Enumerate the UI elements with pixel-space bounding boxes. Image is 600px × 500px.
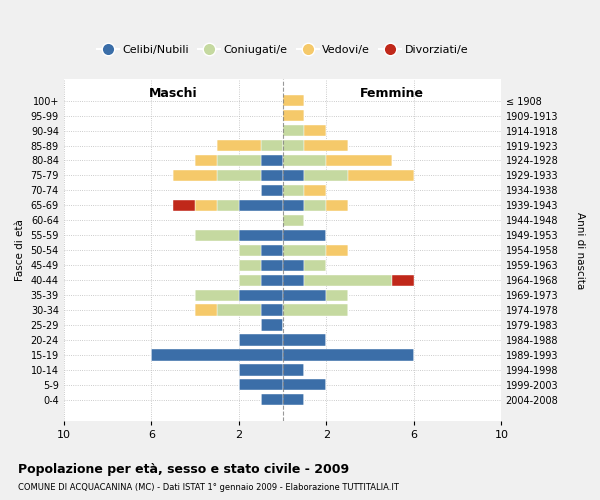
Bar (261, 274, 283, 286)
Bar (173, 170, 217, 181)
Bar (283, 214, 304, 226)
Bar (283, 110, 304, 121)
Bar (195, 230, 239, 241)
Bar (261, 170, 283, 181)
Legend: Celibi/Nubili, Coniugati/e, Vedovi/e, Divorziati/e: Celibi/Nubili, Coniugati/e, Vedovi/e, Di… (92, 40, 473, 60)
Bar (217, 155, 261, 166)
Bar (261, 244, 283, 256)
Bar (304, 260, 326, 271)
Bar (239, 364, 283, 376)
Bar (283, 364, 304, 376)
Bar (283, 274, 304, 286)
Bar (326, 155, 392, 166)
Bar (239, 274, 261, 286)
Text: Maschi: Maschi (149, 86, 197, 100)
Bar (283, 170, 304, 181)
Bar (261, 304, 283, 316)
Bar (239, 334, 283, 345)
Bar (261, 140, 283, 151)
Bar (326, 200, 348, 211)
Bar (304, 170, 348, 181)
Bar (217, 200, 239, 211)
Bar (326, 290, 348, 300)
Bar (283, 140, 304, 151)
Bar (392, 274, 414, 286)
Bar (304, 140, 348, 151)
Bar (304, 200, 326, 211)
Bar (283, 95, 304, 106)
Bar (283, 200, 304, 211)
Bar (283, 380, 326, 390)
Bar (283, 244, 326, 256)
Bar (283, 230, 326, 241)
Bar (217, 170, 261, 181)
Bar (304, 274, 392, 286)
Text: Femmine: Femmine (360, 86, 424, 100)
Bar (261, 185, 283, 196)
Bar (304, 185, 326, 196)
Bar (348, 170, 414, 181)
Bar (239, 200, 283, 211)
Bar (261, 155, 283, 166)
Bar (217, 140, 261, 151)
Bar (283, 334, 326, 345)
Bar (239, 230, 283, 241)
Bar (326, 244, 348, 256)
Y-axis label: Fasce di età: Fasce di età (15, 220, 25, 281)
Bar (261, 320, 283, 330)
Bar (195, 155, 217, 166)
Bar (283, 350, 414, 360)
Text: COMUNE DI ACQUACANINA (MC) - Dati ISTAT 1° gennaio 2009 - Elaborazione TUTTITALI: COMUNE DI ACQUACANINA (MC) - Dati ISTAT … (18, 484, 399, 492)
Bar (283, 304, 348, 316)
Bar (283, 155, 326, 166)
Bar (239, 380, 283, 390)
Bar (239, 244, 261, 256)
Text: Popolazione per età, sesso e stato civile - 2009: Popolazione per età, sesso e stato civil… (18, 462, 349, 475)
Bar (283, 290, 326, 300)
Bar (283, 260, 304, 271)
Bar (239, 260, 261, 271)
Bar (195, 290, 239, 300)
Bar (283, 125, 304, 136)
Bar (304, 125, 326, 136)
Y-axis label: Anni di nascita: Anni di nascita (575, 212, 585, 289)
Bar (283, 185, 304, 196)
Bar (261, 260, 283, 271)
Bar (261, 394, 283, 406)
Bar (195, 304, 217, 316)
Bar (283, 394, 304, 406)
Bar (173, 200, 195, 211)
Bar (239, 290, 283, 300)
Bar (195, 200, 217, 211)
Bar (217, 304, 261, 316)
Bar (151, 350, 283, 360)
